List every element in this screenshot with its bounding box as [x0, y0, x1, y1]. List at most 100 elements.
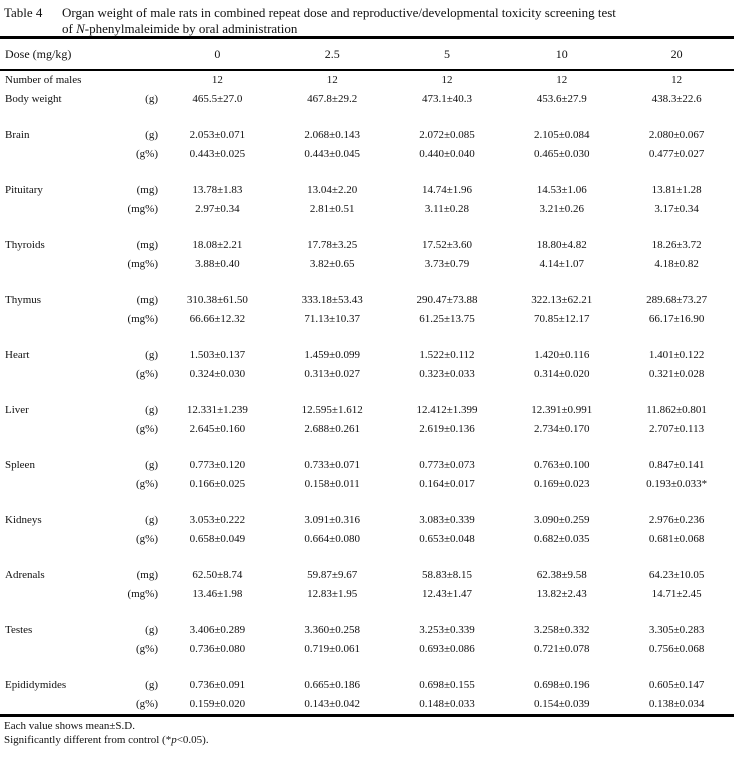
organ-label: Thymus — [5, 294, 42, 306]
value-cell: 0.193±0.033* — [646, 478, 708, 490]
value-cell: 58.83±8.15 — [421, 569, 473, 581]
value-cell: 2.688±0.261 — [304, 423, 360, 435]
organ-label: Number of males — [5, 74, 82, 86]
table-row: (mg%) 13.46±1.98 12.83±1.95 12.43±1.47 13.82… — [0, 585, 734, 604]
value-cell: 2.97±0.34 — [195, 203, 240, 215]
value-cell: 66.66±12.32 — [189, 313, 246, 325]
unit-label: (g) — [145, 349, 158, 361]
value-cell: 0.664±0.080 — [304, 533, 360, 545]
value-cell: 0.681±0.068 — [648, 533, 705, 545]
value-cell: 3.406±0.289 — [189, 624, 246, 636]
table-row: Liver (g) 12.331±1.239 12.595±1.612 12.412±1… — [0, 400, 734, 420]
value-cell: 0.719±0.061 — [304, 643, 360, 655]
value-cell: 2.080±0.067 — [648, 129, 705, 141]
value-cell: 2.072±0.085 — [419, 129, 475, 141]
value-cell: 12.391±0.991 — [531, 404, 593, 416]
unit-label: (g) — [145, 679, 158, 691]
unit-label: (g%) — [136, 478, 158, 490]
value-cell: 0.773±0.120 — [189, 459, 246, 471]
value-cell: 13.78±1.83 — [192, 184, 243, 196]
table-row: Adrenals (mg) 62.50±8.74 59.87±9.67 58.83±8.… — [0, 565, 734, 585]
organ-label: Epididymides — [5, 679, 67, 691]
value-cell: 12 — [671, 74, 683, 86]
organ-label — [0, 640, 112, 659]
value-cell: 12 — [326, 74, 338, 86]
value-cell: 13.04±2.20 — [307, 184, 358, 196]
dose-value: 5 — [443, 46, 450, 61]
value-cell: 0.323±0.033 — [419, 368, 475, 380]
value-cell: 12 — [211, 74, 223, 86]
value-cell: 11.862±0.801 — [646, 404, 707, 416]
unit-label: (mg) — [136, 184, 158, 196]
value-cell: 13.81±1.28 — [651, 184, 702, 196]
unit-label — [112, 71, 160, 90]
unit-label: (g) — [145, 514, 158, 526]
value-cell: 0.143±0.042 — [304, 698, 360, 710]
dose-header-row: Dose (mg/kg) 0 2.5 5 10 20 — [0, 39, 734, 69]
value-cell: 12 — [441, 74, 453, 86]
footnote-mean-sd: Each value shows mean±S.D. — [4, 720, 135, 732]
table-number: Table 4 — [4, 5, 43, 20]
unit-label: (g%) — [136, 423, 158, 435]
value-cell: 3.091±0.316 — [304, 514, 360, 526]
table-row: (g%) 0.324±0.030 0.313±0.027 0.323±0.033 0.3… — [0, 365, 734, 384]
value-cell: 0.733±0.071 — [304, 459, 360, 471]
value-cell: 3.090±0.259 — [534, 514, 590, 526]
table-row: (mg%) 3.88±0.40 3.82±0.65 3.73±0.79 4.14±1.0… — [0, 255, 734, 274]
footnotes: Each value shows mean±S.D. Significantly… — [0, 717, 734, 747]
unit-label: (g) — [145, 459, 158, 471]
value-cell: 3.73±0.79 — [424, 258, 470, 270]
unit-label: (mg%) — [127, 203, 158, 215]
value-cell: 4.14±1.07 — [539, 258, 585, 270]
value-cell: 17.52±3.60 — [421, 239, 473, 251]
table-row: (g%) 0.443±0.025 0.443±0.045 0.440±0.040 0.4… — [0, 145, 734, 164]
unit-label: (g) — [145, 93, 158, 105]
value-cell: 0.314±0.020 — [534, 368, 590, 380]
value-cell: 0.763±0.100 — [534, 459, 590, 471]
table-row: (mg%) 66.66±12.32 71.13±10.37 61.25±13.75 70… — [0, 310, 734, 329]
value-cell: 62.50±8.74 — [192, 569, 243, 581]
table-row: Body weight (g) 465.5±27.0 467.8±29.2 473.1±… — [0, 90, 734, 109]
value-cell: 2.619±0.136 — [419, 423, 475, 435]
unit-label: (mg) — [136, 569, 158, 581]
caption-line1: Organ weight of male rats in combined re… — [62, 5, 616, 20]
value-cell: 3.17±0.34 — [654, 203, 699, 215]
value-cell: 13.46±1.98 — [192, 588, 243, 600]
value-cell: 0.773±0.073 — [419, 459, 475, 471]
table-row: (g%) 2.645±0.160 2.688±0.261 2.619±0.136 2.7… — [0, 420, 734, 439]
value-cell: 0.443±0.045 — [304, 148, 360, 160]
unit-label: (mg%) — [127, 313, 158, 325]
unit-label: (g) — [145, 404, 158, 416]
value-cell: 2.068±0.143 — [304, 129, 360, 141]
dose-header-label: Dose (mg/kg) — [5, 46, 72, 61]
value-cell: 0.736±0.080 — [189, 643, 246, 655]
organ-label: Thyroids — [5, 239, 45, 251]
value-cell: 3.21±0.26 — [539, 203, 585, 215]
value-cell: 0.653±0.048 — [419, 533, 475, 545]
value-cell: 3.053±0.222 — [189, 514, 246, 526]
table-body: Number of males 12 12 12 12 12 Body weight (g) 4… — [0, 71, 734, 714]
value-cell: 0.698±0.155 — [419, 679, 475, 691]
value-cell: 2.734±0.170 — [534, 423, 590, 435]
value-cell: 62.38±9.58 — [536, 569, 587, 581]
unit-label: (g) — [145, 129, 158, 141]
value-cell: 2.707±0.113 — [649, 423, 705, 435]
organ-label: Body weight — [5, 93, 62, 105]
value-cell: 0.465±0.030 — [534, 148, 590, 160]
unit-label: (mg%) — [127, 258, 158, 270]
value-cell: 12 — [556, 74, 568, 86]
organ-label: Heart — [5, 349, 30, 361]
organ-label — [0, 255, 112, 274]
organ-label: Spleen — [5, 459, 35, 471]
unit-label: (mg%) — [127, 588, 158, 600]
value-cell: 0.313±0.027 — [304, 368, 360, 380]
organ-label: Pituitary — [5, 184, 43, 196]
value-cell: 14.74±1.96 — [421, 184, 473, 196]
table-row: (g%) 0.658±0.049 0.664±0.080 0.653±0.048 0.6… — [0, 530, 734, 549]
value-cell: 71.13±10.37 — [304, 313, 360, 325]
value-cell: 0.756±0.068 — [648, 643, 705, 655]
value-cell: 14.53±1.06 — [536, 184, 587, 196]
caption-line2-post: -phenylmaleimide by oral administration — [84, 21, 298, 36]
unit-label: (mg) — [136, 294, 158, 306]
dose-value: 0 — [214, 46, 221, 61]
